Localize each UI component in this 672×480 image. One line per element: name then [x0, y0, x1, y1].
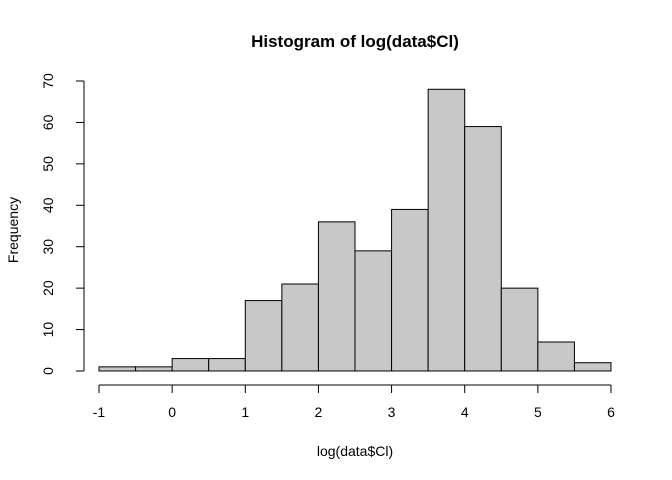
- histogram-bar: [208, 358, 246, 372]
- y-tick-label: 50: [40, 156, 56, 172]
- histogram-bar: [171, 358, 210, 372]
- y-axis: 0 10 20 30 40 50 60 70: [40, 73, 85, 375]
- x-axis-label: log(data$Cl): [317, 443, 393, 459]
- y-tick-label: 60: [40, 114, 56, 130]
- histogram-bar: [354, 250, 393, 372]
- x-tick-label: -1: [93, 404, 106, 420]
- x-tick-label: 0: [168, 404, 176, 420]
- histogram-bar: [281, 283, 319, 372]
- histogram-bar: [135, 366, 173, 372]
- histogram-bar: [244, 300, 283, 372]
- x-tick-label: 3: [388, 404, 396, 420]
- x-tick-label: 1: [241, 404, 249, 420]
- y-tick-label: 70: [40, 73, 56, 89]
- y-axis-label: Frequency: [5, 197, 21, 263]
- y-tick-label: 0: [40, 367, 56, 375]
- x-tick-label: 4: [461, 404, 469, 420]
- x-tick-label: 6: [607, 404, 615, 420]
- x-tick-label: 5: [534, 404, 542, 420]
- histogram-bar: [317, 221, 356, 372]
- histogram-bar: [500, 287, 539, 372]
- y-tick-label: 10: [40, 322, 56, 338]
- histogram-bar: [391, 208, 429, 372]
- y-tick-label: 30: [40, 239, 56, 255]
- chart-title: Histogram of log(data$Cl): [251, 32, 459, 51]
- histogram-bar: [537, 341, 575, 372]
- histogram-bar: [573, 362, 612, 372]
- y-tick-label: 40: [40, 197, 56, 213]
- histogram-bar: [98, 366, 137, 372]
- bars-group: [98, 88, 612, 372]
- y-tick-label: 20: [40, 280, 56, 296]
- x-axis: -1 0 1 2 3 4 5 6: [93, 384, 615, 420]
- histogram-bar: [464, 126, 502, 372]
- x-tick-label: 2: [315, 404, 323, 420]
- histogram-bar: [427, 88, 466, 372]
